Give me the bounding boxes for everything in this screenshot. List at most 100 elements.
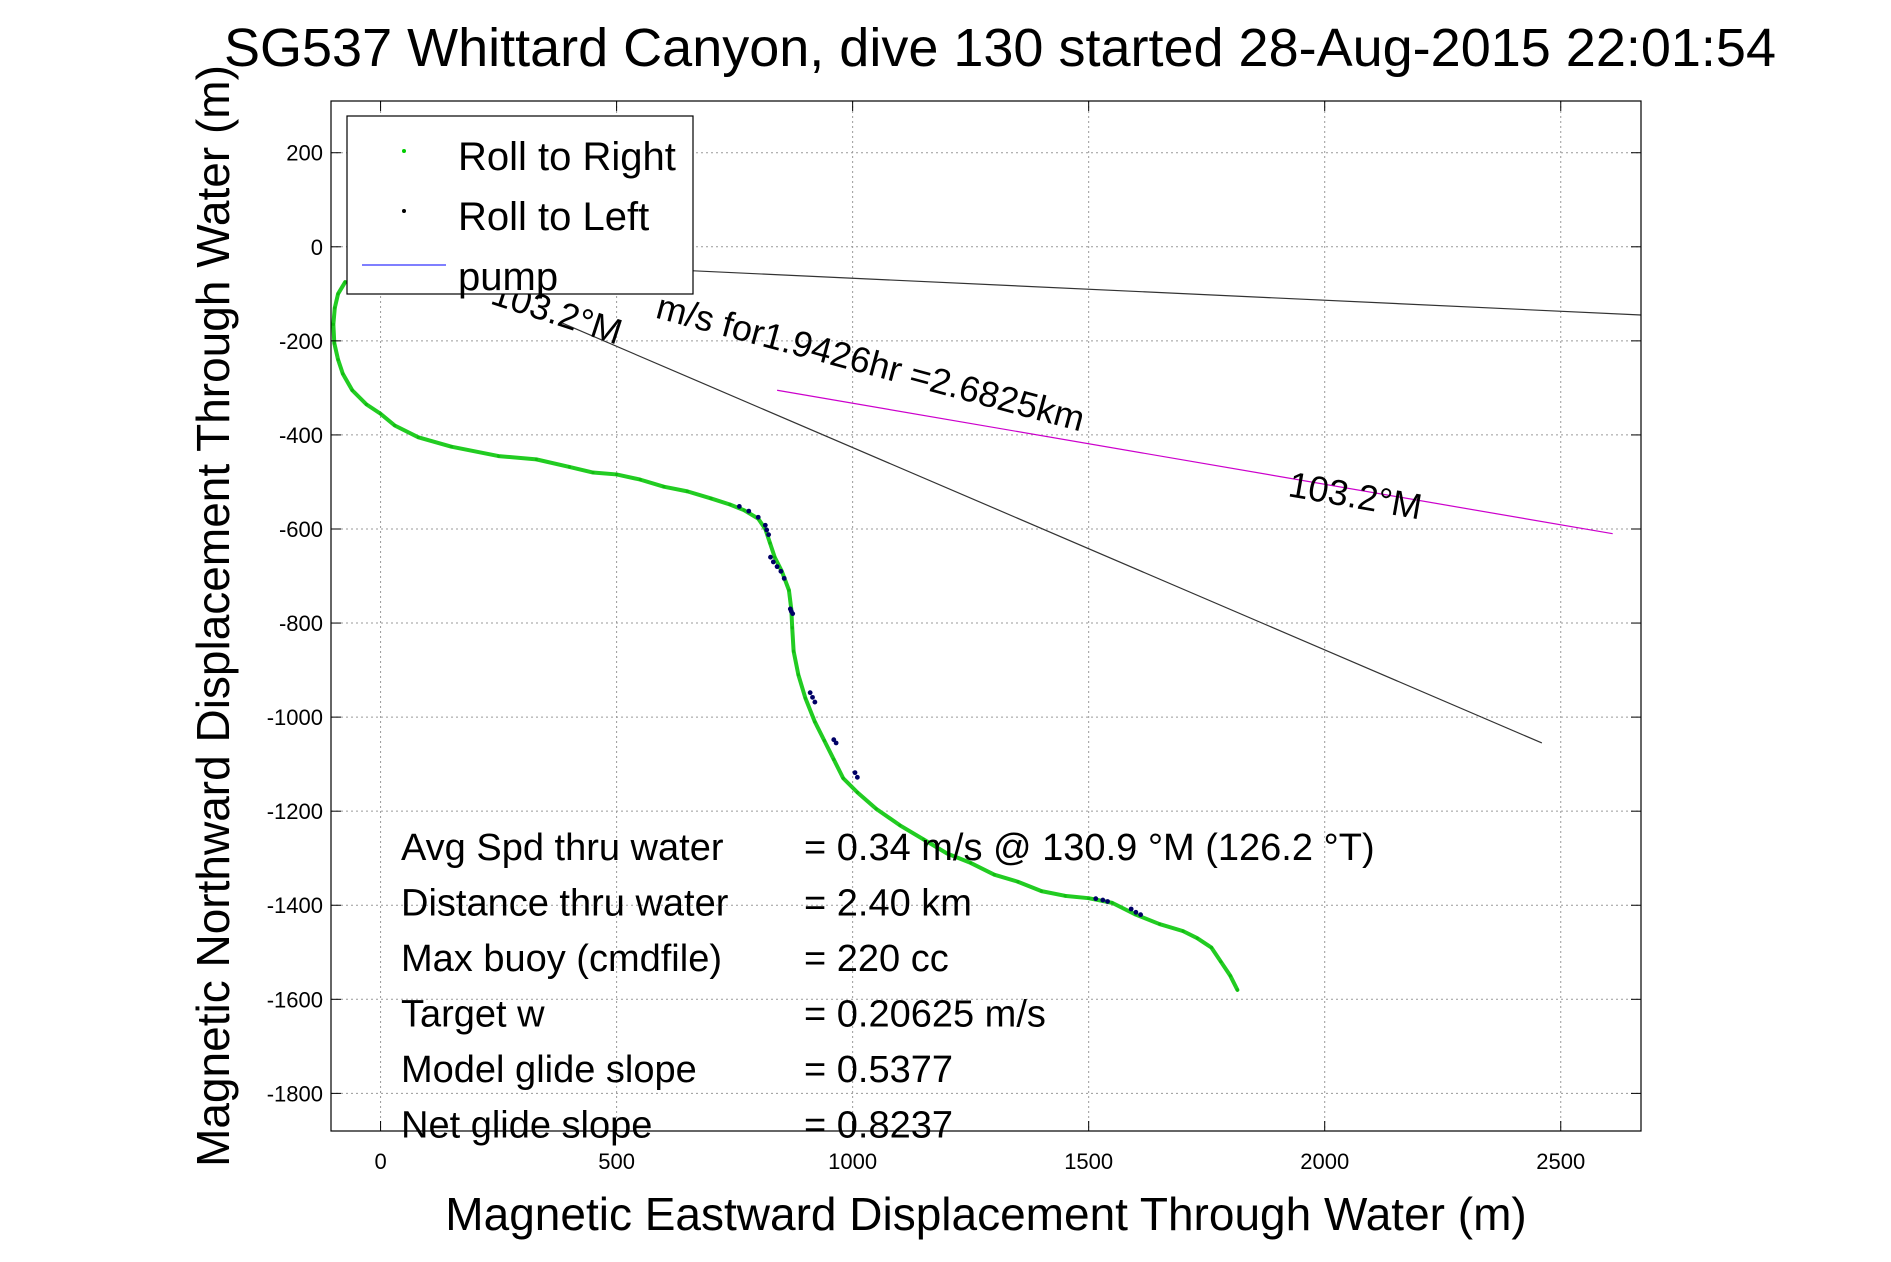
roll-right-point [796, 673, 800, 677]
roll-right-point [336, 292, 340, 296]
y-tick-label: -600 [279, 517, 323, 542]
x-tick-label: 1500 [1064, 1149, 1113, 1174]
roll-right-point [813, 720, 817, 724]
roll-left-point [854, 774, 860, 780]
stat-value: = 0.5377 [804, 1049, 953, 1091]
roll-right-point [416, 435, 420, 439]
roll-left-point [746, 508, 752, 514]
stat-value: = 2.40 km [804, 883, 972, 925]
roll-right-point [333, 306, 337, 310]
roll-right-point [332, 341, 336, 345]
roll-right-point [898, 823, 902, 827]
roll-left-point [1133, 909, 1139, 915]
stat-label: Distance thru water [401, 883, 729, 925]
roll-right-point [615, 472, 619, 477]
roll-right-point [364, 402, 369, 406]
roll-right-point [685, 489, 690, 493]
roll-left-point [807, 690, 813, 696]
roll-left-point [1100, 897, 1106, 903]
roll-left-point [770, 559, 776, 565]
roll-right-point [921, 837, 926, 842]
roll-left-point [755, 514, 761, 520]
axes-frame [330, 100, 1642, 1132]
plot-area [331, 255, 1641, 992]
roll-right-point [1087, 896, 1091, 900]
plot-content [331, 255, 1641, 992]
legend-marker [402, 209, 406, 213]
y-tick-label: -400 [279, 423, 323, 448]
y-tick-label: -1600 [267, 987, 323, 1012]
roll-left-point [1128, 906, 1134, 912]
roll-right-point [1235, 988, 1239, 992]
legend-marker [402, 149, 406, 153]
roll-right-point [378, 412, 383, 416]
roll-left-point [762, 522, 768, 528]
roll-left-point [774, 564, 780, 570]
roll-left-point [852, 770, 858, 776]
legend-label: Roll to Right [458, 135, 676, 179]
roll-right-point [496, 454, 501, 458]
roll-right-point [787, 588, 791, 592]
stat-label: Target w [401, 994, 545, 1036]
roll-left-point [1138, 912, 1144, 918]
roll-right-point [567, 465, 571, 469]
roll-right-point [742, 508, 746, 512]
y-tick-label: -1200 [267, 799, 323, 824]
roll-right-point [768, 541, 772, 545]
roll-left-point [1105, 899, 1110, 904]
chart-title: SG537 Whittard Canyon, dive 130 started … [224, 18, 1776, 78]
roll-right-point [855, 790, 859, 794]
roll-right-point [343, 280, 347, 284]
roll-right-point [773, 555, 777, 559]
legend-label: Roll to Left [458, 195, 649, 239]
roll-right-point [1039, 889, 1044, 893]
y-tick-label: 200 [286, 141, 323, 166]
roll-right-point [1016, 880, 1020, 884]
roll-right-point [832, 757, 836, 762]
x-tick-label: 1000 [828, 1149, 877, 1174]
y-axis-label: Magnetic Northward Displacement Through … [187, 65, 239, 1167]
roll-right-point [1157, 922, 1162, 926]
stat-value: = 0.20625 m/s [804, 994, 1046, 1036]
roll-right-point [841, 776, 845, 780]
y-tick-label: 0 [311, 235, 323, 260]
y-tick-label: -1400 [267, 893, 323, 918]
roll-right-point [803, 696, 808, 700]
heading-line [559, 321, 1543, 744]
heading-line [777, 389, 1613, 535]
roll-left-point [781, 575, 787, 581]
roll-right-point [591, 470, 595, 475]
roll-right-point [1110, 901, 1114, 905]
x-tick-label: 2500 [1536, 1149, 1585, 1174]
roll-right-point [945, 851, 949, 856]
stat-value: = 0.8237 [804, 1105, 953, 1147]
roll-right-point [709, 496, 713, 501]
grid [331, 101, 1641, 1131]
roll-right-point [449, 445, 453, 449]
roll-right-point [331, 322, 335, 327]
roll-right-point [350, 388, 354, 392]
roll-right-point [790, 626, 794, 630]
roll-right-point [393, 423, 397, 428]
roll-right-point [728, 502, 732, 507]
roll-left-point [736, 504, 742, 509]
x-axis-label: Magnetic Eastward Displacement Through W… [445, 1188, 1526, 1240]
stats-block: Avg Spd thru water = 0.34 m/s @ 130.9 °M … [401, 827, 1375, 1147]
roll-right-point [1209, 945, 1214, 950]
x-tick-label: 500 [598, 1149, 635, 1174]
roll-right-point [662, 485, 666, 489]
axis-ticks: 0 500 1000 1500 2000 25002000-200-400-600-800… [267, 101, 1641, 1174]
roll-left-point [1093, 896, 1099, 902]
roll-right-point [341, 372, 345, 376]
roll-left-point [768, 554, 773, 560]
x-tick-label: 0 [374, 1149, 386, 1174]
x-tick-label: 2000 [1300, 1149, 1349, 1174]
y-tick-label: -1800 [267, 1081, 323, 1106]
roll-left-point [778, 568, 784, 574]
roll-left-point [766, 532, 772, 538]
y-tick-label: -800 [279, 611, 323, 636]
roll-right-point [874, 807, 878, 811]
legend-label: pump [458, 255, 558, 299]
